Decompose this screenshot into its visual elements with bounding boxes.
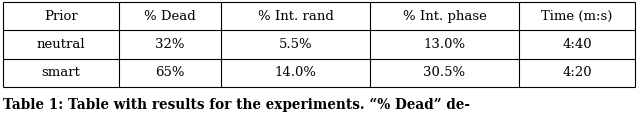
Text: neutral: neutral <box>36 38 85 51</box>
Text: smart: smart <box>42 66 81 79</box>
Text: 4:20: 4:20 <box>562 66 592 79</box>
Text: 13.0%: 13.0% <box>424 38 465 51</box>
Text: Prior: Prior <box>44 10 78 23</box>
Text: 5.5%: 5.5% <box>278 38 312 51</box>
Text: Time (m:s): Time (m:s) <box>541 10 612 23</box>
Text: % Int. rand: % Int. rand <box>257 10 333 23</box>
Text: % Dead: % Dead <box>144 10 196 23</box>
Text: 4:40: 4:40 <box>562 38 592 51</box>
Text: 65%: 65% <box>156 66 185 79</box>
Text: 32%: 32% <box>156 38 185 51</box>
Text: 14.0%: 14.0% <box>275 66 316 79</box>
Text: 30.5%: 30.5% <box>424 66 465 79</box>
Text: % Int. phase: % Int. phase <box>403 10 486 23</box>
Text: Table 1: Table with results for the experiments. “% Dead” de-: Table 1: Table with results for the expe… <box>3 98 470 112</box>
